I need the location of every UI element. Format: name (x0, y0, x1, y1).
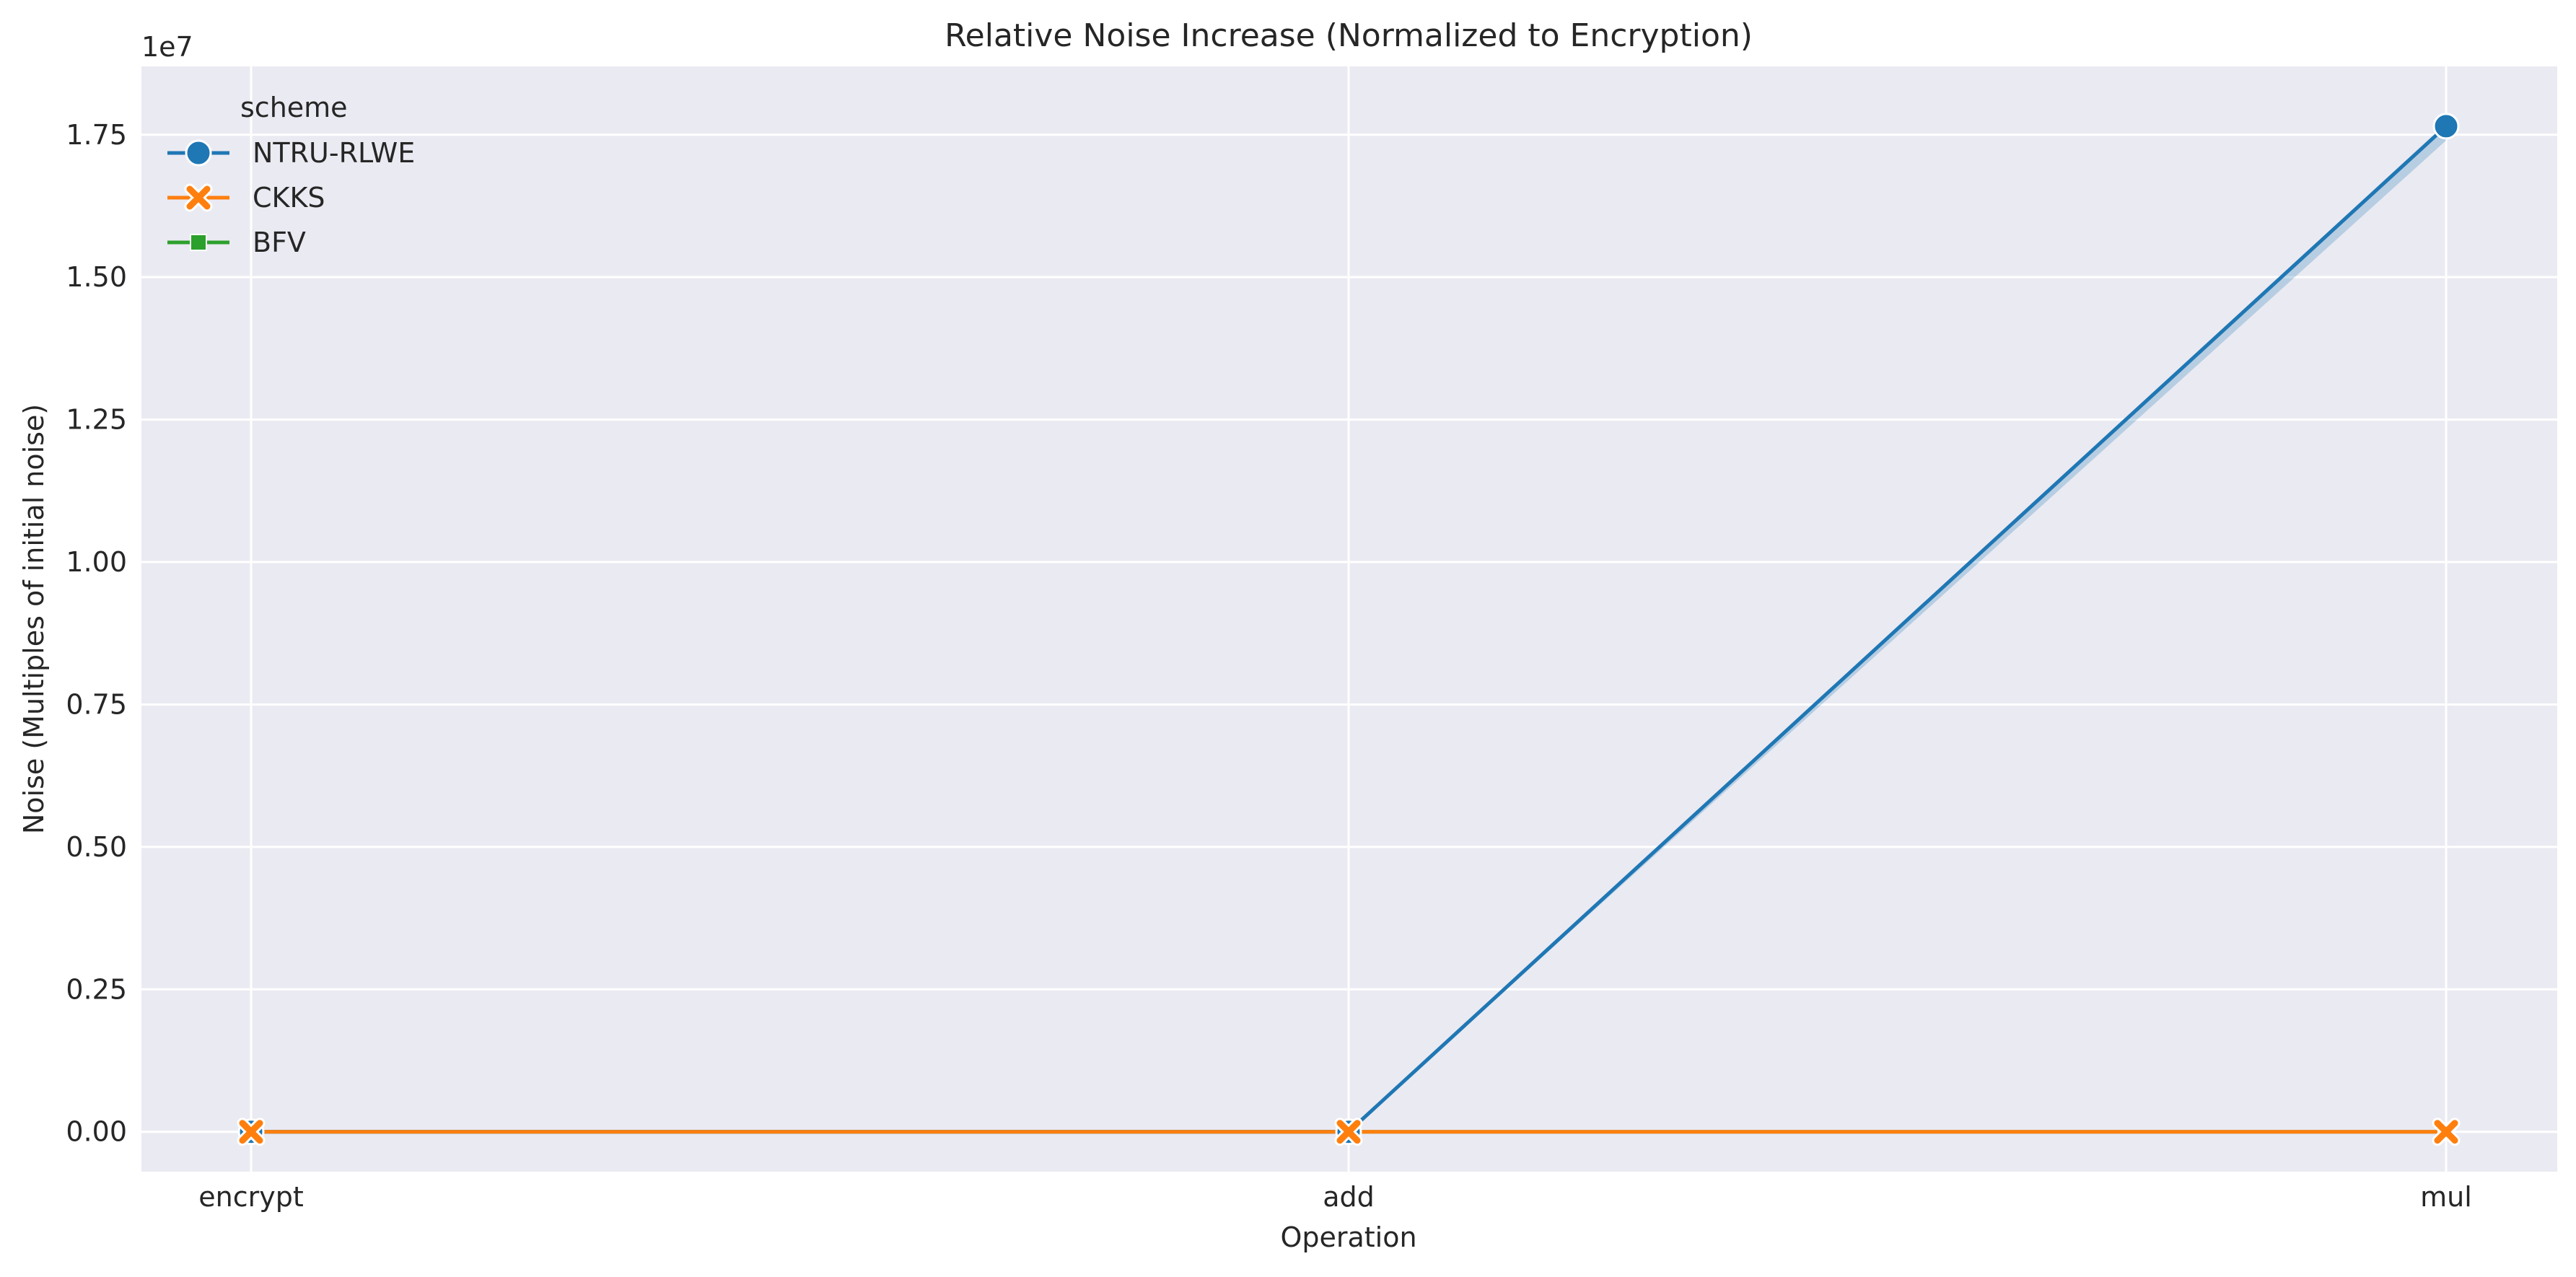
legend: scheme NTRU-RLWE CKKS BFV (167, 92, 415, 258)
y-tick-label: 0.25 (66, 973, 127, 1005)
legend-entries: NTRU-RLWE CKKS BFV (167, 137, 415, 258)
x-tick-labels: encrypt add mul (198, 1181, 2472, 1213)
y-tick-label: 1.00 (66, 546, 127, 578)
circle-marker (2432, 113, 2460, 140)
circle-marker (185, 139, 212, 167)
legend-entry-ntru-rlwe: NTRU-RLWE (167, 137, 415, 169)
y-tick-label: 0.00 (66, 1116, 127, 1148)
legend-label: CKKS (253, 182, 325, 214)
square-marker (190, 234, 207, 251)
y-tick-labels: 0.00 0.25 0.50 0.75 1.00 1.25 1.50 1.75 (66, 119, 127, 1148)
x-axis-label: Operation (1280, 1221, 1416, 1253)
marker-layer (237, 113, 2461, 1146)
legend-entry-ckks: CKKS (167, 182, 325, 214)
y-tick-label: 0.50 (66, 831, 127, 863)
x-marker (237, 1118, 266, 1146)
legend-label: NTRU-RLWE (253, 137, 415, 169)
y-tick-label: 1.25 (66, 404, 127, 436)
legend-label: BFV (253, 227, 306, 258)
x-marker (184, 183, 213, 212)
x-tick-label: encrypt (198, 1181, 304, 1213)
grid (141, 66, 2557, 1172)
y-tick-label: 1.50 (66, 261, 127, 293)
y-tick-label: 1.75 (66, 119, 127, 151)
y-axis-offset-text: 1e7 (141, 31, 193, 63)
legend-entry-bfv: BFV (167, 227, 306, 258)
x-tick-label: mul (2420, 1181, 2472, 1213)
x-marker (2432, 1118, 2461, 1146)
legend-title: scheme (240, 92, 348, 123)
chart-title: Relative Noise Increase (Normalized to E… (945, 17, 1753, 54)
y-tick-label: 0.75 (66, 688, 127, 720)
y-axis-label: Noise (Multiples of initial noise) (18, 404, 50, 834)
x-tick-label: add (1323, 1181, 1375, 1213)
x-marker (1334, 1118, 1363, 1146)
